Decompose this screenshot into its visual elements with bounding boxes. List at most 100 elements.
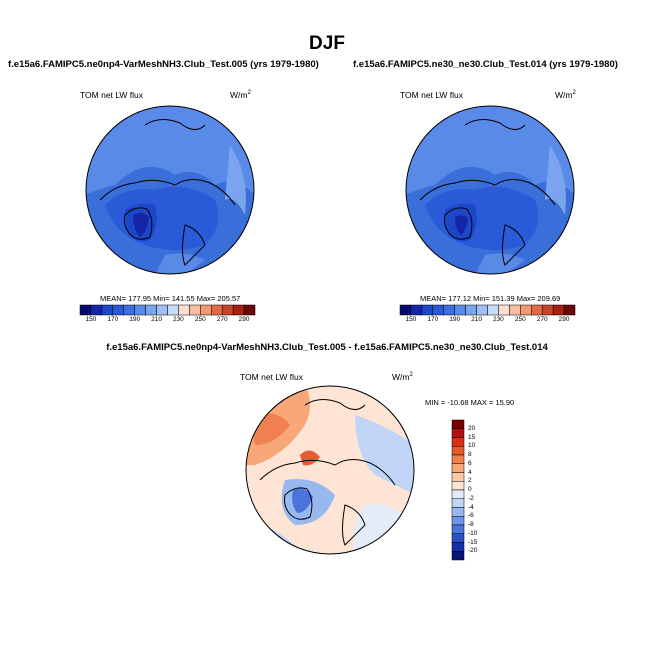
coastline [284,487,313,520]
colorbar-swatch [178,304,190,316]
colorbar-tick-label: 170 [427,316,439,323]
colorbar-swatch [112,304,125,316]
colorbar-swatch [451,524,465,534]
colorbar-tick-label: 170 [107,316,119,323]
colorbar-tick-label: 270 [216,316,228,323]
colorbar-swatch [498,304,510,316]
colorbar-swatch [90,304,103,316]
colorbar-tick-label: 4 [468,468,472,476]
map-region [406,106,574,195]
colorbar-swatch [432,304,445,316]
colorbar-swatch [410,304,423,316]
coastline [182,224,206,266]
coastline [419,179,556,206]
coastline [464,119,526,130]
map-boundary [245,385,415,555]
map-region [455,215,468,235]
left-polar-map [85,105,255,275]
map-region [355,415,414,495]
colorbar-swatch [123,304,135,316]
colorbar-tick-label: 210 [151,316,163,323]
colorbar-swatch [211,304,223,316]
colorbar-swatch [79,304,92,316]
map-region [86,106,254,195]
colorbar-swatch [451,419,465,429]
colorbar-swatch [451,489,465,499]
left-panel-header: f.e15a6.FAMIPC5.ne0np4-VarMeshNH3.Club_T… [8,59,319,70]
colorbar-swatch [541,304,554,316]
map-boundary [85,105,255,275]
colorbar-swatch [451,507,465,517]
colorbar-swatch [101,304,114,316]
colorbar-tick-label: 20 [468,424,476,432]
colorbar-tick-label: 230 [492,316,504,323]
map-region [300,450,320,466]
coastline [304,399,366,410]
colorbar-tick-label: -20 [468,547,478,555]
colorbar-swatch [531,304,543,316]
colorbar-swatch [465,304,477,316]
map-region [292,488,313,513]
colorbar-swatch [520,304,532,316]
coastline [502,224,526,266]
colorbar-swatch [451,542,465,552]
colorbar-tick-label: 190 [129,316,141,323]
colorbar-tick-label: 10 [468,442,476,450]
figure-title: DJF [309,33,345,54]
colorbar-tick-label: 2 [468,477,472,485]
colorbar-swatch [167,304,179,316]
coastline [259,459,396,486]
diff-colorbar: 20 15 10 8 6 4 2 0 -2 -4 -6 -8 -10 -15 -20 [451,419,492,570]
colorbar-tick-label: 290 [558,316,570,323]
right-colorbar: 150 170 190 210 230 250 270 290 [399,304,576,329]
colorbar-tick-label: 230 [172,316,184,323]
colorbar-swatch [451,428,465,438]
colorbar-tick-label: 6 [468,459,472,467]
coastline [144,119,206,130]
colorbar-tick-label: -2 [468,494,474,502]
colorbar-tick-label: 150 [85,316,97,323]
colorbar-swatch [200,304,212,316]
right-stats: MEAN= 177.12 Min= 151.39 Max= 209.69 [420,294,561,303]
coastline [342,504,366,546]
colorbar-swatch [509,304,521,316]
colorbar-tick-label: 270 [536,316,548,323]
left-variable-label: TOM net LW flux [80,90,143,100]
map-boundary [405,105,575,275]
coastline [99,179,236,206]
colorbar-tick-label: 250 [514,316,526,323]
colorbar-tick-label: -4 [468,503,474,511]
diff-panel-header: f.e15a6.FAMIPC5.ne0np4-VarMeshNH3.Club_T… [106,342,548,353]
colorbar-tick-label: 290 [238,316,250,323]
colorbar-tick-label: -8 [468,521,474,528]
colorbar-tick-label: -6 [468,512,474,520]
colorbar-swatch [232,304,245,316]
map-region [133,212,149,237]
map-region [545,145,566,215]
colorbar-swatch [454,304,466,316]
right-units-label: W/m2 [555,90,576,100]
colorbar-swatch [243,304,256,316]
left-colorbar: 150 170 190 210 230 250 270 290 [79,304,256,329]
colorbar-tick-label: 8 [468,451,472,458]
colorbar-swatch [221,304,234,316]
colorbar-tick-label: 210 [471,316,483,323]
colorbar-swatch [399,304,412,316]
diff-units-label: W/m2 [392,372,413,382]
colorbar-swatch [451,551,465,561]
colorbar-swatch [134,304,146,316]
colorbar-swatch [476,304,488,316]
colorbar-swatch [145,304,157,316]
colorbar-swatch [451,463,465,473]
colorbar-swatch [451,472,465,482]
colorbar-swatch [451,498,465,508]
map-region [475,253,525,274]
colorbar-tick-label: -10 [468,529,478,537]
map-region [155,253,205,274]
colorbar-tick-label: 190 [449,316,461,323]
colorbar-tick-label: 15 [468,433,476,441]
colorbar-swatch [156,304,168,316]
colorbar-swatch [487,304,499,316]
left-stats: MEAN= 177.95 Min= 141.55 Max= 205.57 [100,294,241,303]
right-polar-map [405,105,575,275]
